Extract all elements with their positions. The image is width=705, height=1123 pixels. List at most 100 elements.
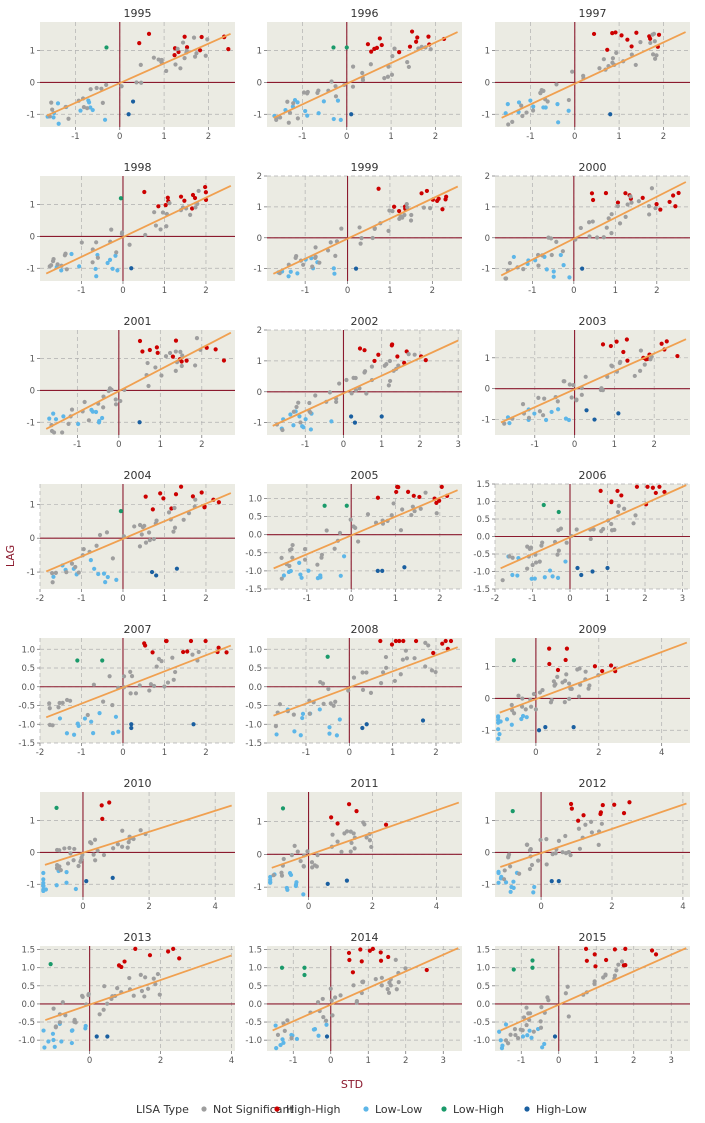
panel-title: 1997: [579, 7, 607, 20]
point-not-significant: [555, 399, 560, 404]
point-not-significant: [606, 216, 611, 221]
y-tick-label: 1.5: [476, 480, 490, 490]
point-low-low: [59, 268, 64, 273]
point-low-low: [532, 411, 537, 416]
point-not-significant: [146, 986, 151, 991]
x-tick-label: 1: [387, 286, 392, 296]
point-not-significant: [530, 108, 536, 113]
point-low-low: [100, 415, 105, 421]
point-not-significant: [51, 430, 57, 435]
point-high-high: [555, 667, 561, 673]
point-not-significant: [525, 544, 530, 549]
point-high-high: [203, 190, 208, 195]
point-low-high: [556, 509, 561, 515]
panel-title: 2008: [351, 623, 379, 636]
point-not-significant: [423, 640, 428, 645]
point-low-low: [306, 568, 311, 573]
point-low-low: [274, 732, 279, 737]
x-tick-label: 0: [567, 594, 572, 604]
point-not-significant: [367, 838, 373, 843]
point-low-low: [105, 260, 110, 266]
point-high-high: [658, 207, 663, 212]
point-not-significant: [567, 696, 572, 701]
y-tick-label: -1.5: [473, 585, 490, 595]
x-tick-label: 2: [206, 132, 211, 142]
point-not-significant: [601, 235, 606, 240]
x-tick-label: 2: [651, 440, 656, 450]
point-not-significant: [536, 263, 541, 268]
y-tick-label: 1: [30, 201, 35, 211]
x-tick-label: 2: [199, 440, 204, 450]
point-not-significant: [521, 267, 526, 272]
point-high-high: [116, 963, 122, 968]
y-tick-label: 0: [257, 234, 262, 244]
point-high-high: [591, 31, 597, 37]
point-not-significant: [503, 1038, 509, 1043]
y-tick-label: -1: [27, 880, 35, 890]
x-tick-label: -2: [36, 594, 44, 604]
point-not-significant: [99, 86, 104, 91]
point-not-significant: [594, 235, 600, 240]
point-high-low: [149, 569, 155, 575]
point-low-low: [532, 576, 537, 581]
point-not-significant: [536, 858, 541, 863]
point-not-significant: [428, 206, 433, 211]
panel-title: 2015: [579, 931, 607, 944]
point-high-high: [169, 506, 174, 511]
point-low-low: [295, 100, 300, 105]
point-low-low: [101, 571, 107, 576]
point-high-high: [146, 31, 152, 36]
point-not-significant: [389, 72, 395, 77]
point-not-significant: [85, 106, 90, 111]
point-not-significant: [139, 988, 145, 994]
point-low-low: [509, 722, 514, 727]
regression-line: [500, 181, 687, 277]
point-not-significant: [386, 383, 391, 388]
point-high-high: [629, 44, 634, 49]
point-high-high: [177, 956, 182, 961]
point-not-significant: [433, 669, 438, 675]
point-high-high: [154, 345, 159, 350]
point-low-high: [104, 45, 109, 50]
point-not-significant: [317, 260, 322, 265]
legend-label: Not Significant: [213, 1103, 295, 1116]
point-low-low: [508, 889, 513, 894]
point-low-low: [531, 890, 536, 895]
point-not-significant: [110, 702, 115, 708]
point-low-low: [92, 566, 97, 571]
point-not-significant: [654, 53, 659, 58]
point-high-high: [621, 963, 626, 968]
point-not-significant: [153, 223, 159, 228]
point-high-high: [396, 485, 401, 490]
point-not-significant: [382, 76, 387, 81]
point-not-significant: [579, 392, 584, 397]
point-high-high: [440, 207, 445, 212]
regression-line: [44, 804, 232, 866]
point-low-low: [318, 573, 323, 578]
point-high-high: [171, 946, 176, 951]
point-low-low: [327, 725, 332, 730]
y-tick-label: -1.0: [18, 1036, 35, 1046]
y-tick-label: -1.0: [245, 567, 262, 577]
x-tick-label: 4: [229, 1056, 234, 1066]
point-not-significant: [601, 57, 606, 62]
point-low-low: [268, 874, 273, 880]
point-high-low: [590, 569, 595, 574]
point-not-significant: [173, 669, 178, 675]
x-tick-label: 0: [87, 1056, 92, 1066]
point-high-high: [184, 358, 189, 363]
point-low-low: [56, 121, 61, 126]
point-not-significant: [339, 226, 344, 231]
point-not-significant: [520, 401, 526, 407]
point-low-low: [53, 417, 59, 422]
point-not-significant: [364, 670, 369, 675]
point-high-high: [122, 959, 127, 964]
point-high-high: [99, 803, 104, 808]
point-low-low: [505, 101, 510, 107]
x-tick-label: -1: [77, 748, 85, 758]
point-high-high: [426, 34, 431, 39]
point-not-significant: [570, 69, 575, 74]
x-tick-label: -1: [528, 286, 536, 296]
point-high-high: [598, 488, 603, 493]
point-low-low: [292, 729, 297, 734]
